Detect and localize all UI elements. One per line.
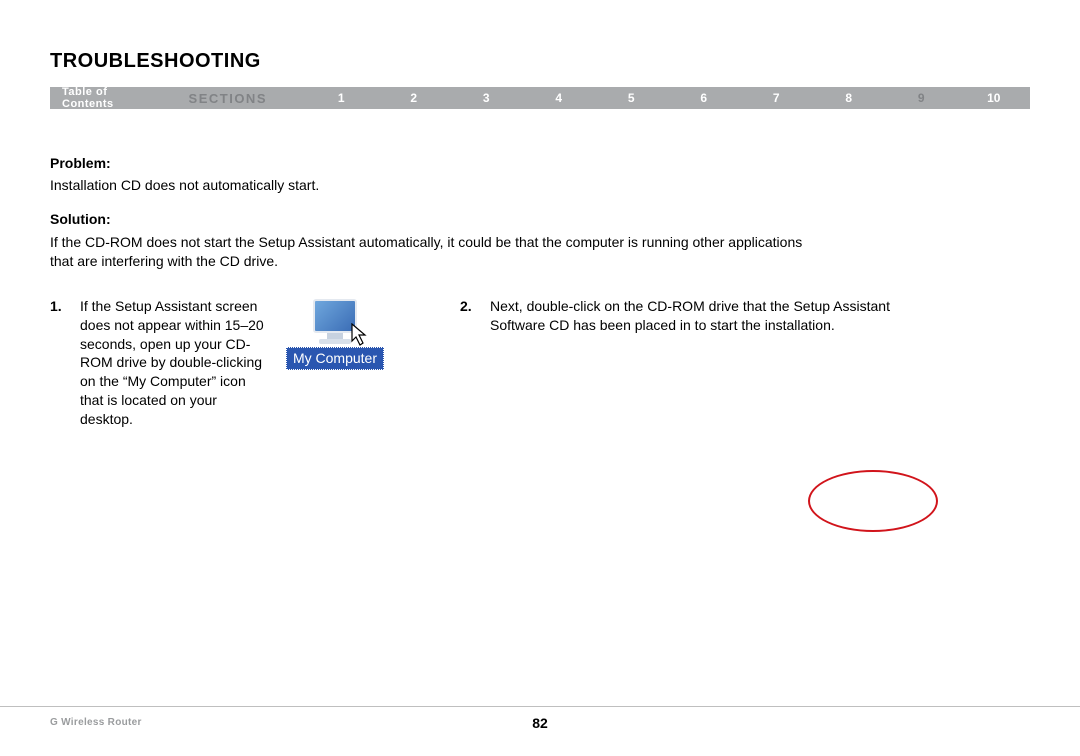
nav-section-2[interactable]: 2 <box>378 91 451 105</box>
nav-section-1[interactable]: 1 <box>305 91 378 105</box>
red-ellipse-annotation <box>808 470 938 532</box>
nav-section-10[interactable]: 10 <box>958 91 1031 105</box>
problem-label: Problem: <box>50 155 1030 171</box>
page-footer: G Wireless Router 82 <box>0 706 1080 728</box>
nav-sections-label: SECTIONS <box>189 91 305 106</box>
nav-section-5[interactable]: 5 <box>595 91 668 105</box>
solution-text: If the CD-ROM does not start the Setup A… <box>50 233 810 271</box>
my-computer-label: My Computer <box>286 347 384 370</box>
my-computer-icon-area: My Computer <box>280 297 390 429</box>
content-area: Problem: Installation CD does not automa… <box>50 109 1030 429</box>
page-title: TROUBLESHOOTING <box>50 50 1030 73</box>
solution-label: Solution: <box>50 211 1030 227</box>
nav-section-8[interactable]: 8 <box>813 91 886 105</box>
steps-row: 1. If the Setup Assistant screen does no… <box>50 297 1030 429</box>
step-1-number: 1. <box>50 297 80 429</box>
problem-text: Installation CD does not automatically s… <box>50 177 1030 193</box>
nav-section-9[interactable]: 9 <box>885 91 958 105</box>
nav-section-7[interactable]: 7 <box>740 91 813 105</box>
section-navbar: Table of Contents SECTIONS 1 2 3 4 5 6 7… <box>50 87 1030 109</box>
nav-section-6[interactable]: 6 <box>668 91 741 105</box>
step-1: 1. If the Setup Assistant screen does no… <box>50 297 390 429</box>
nav-section-3[interactable]: 3 <box>450 91 523 105</box>
step-2-text: Next, double-click on the CD-ROM drive t… <box>490 297 930 429</box>
footer-page-number: 82 <box>532 715 548 731</box>
footer-product-name: G Wireless Router <box>50 717 142 728</box>
step-1-text: If the Setup Assistant screen does not a… <box>80 297 270 429</box>
step-2: 2. Next, double-click on the CD-ROM driv… <box>460 297 930 429</box>
nav-section-4[interactable]: 4 <box>523 91 596 105</box>
nav-toc-link[interactable]: Table of Contents <box>50 86 189 110</box>
step-2-number: 2. <box>460 297 490 429</box>
my-computer-icon[interactable] <box>307 297 363 343</box>
